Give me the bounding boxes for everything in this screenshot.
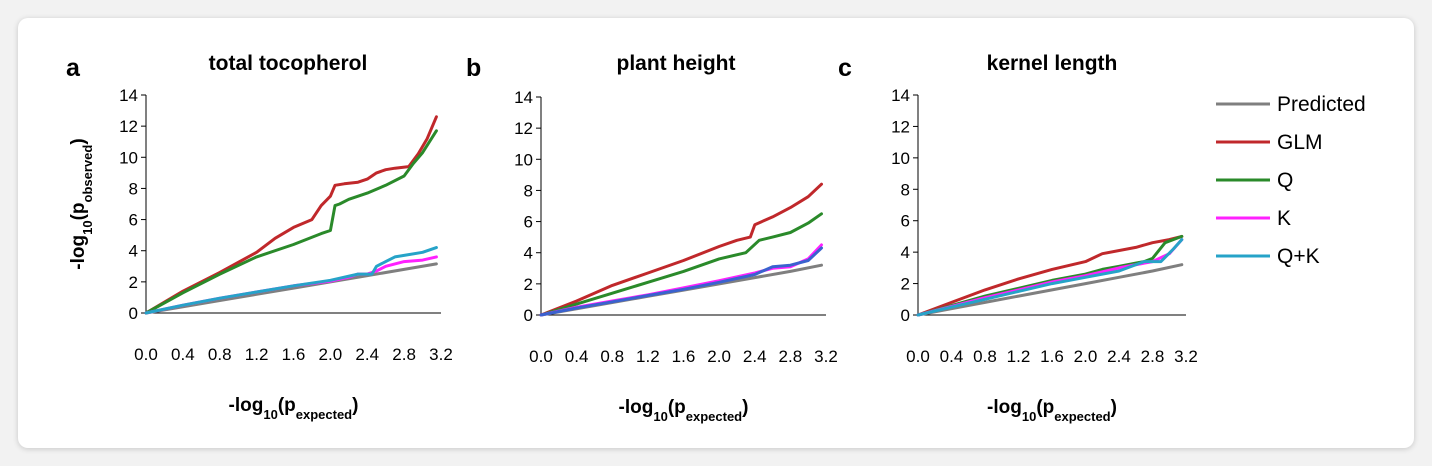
x-tick-label: 2.0 bbox=[707, 347, 731, 366]
series-line-predicted bbox=[144, 262, 438, 315]
y-tick-label: 14 bbox=[514, 88, 533, 107]
series-line-q bbox=[916, 234, 1184, 317]
x-tick-label: 1.2 bbox=[245, 345, 269, 364]
legend-label-k: K bbox=[1277, 207, 1291, 230]
x-tick-label: 0.4 bbox=[565, 347, 589, 366]
y-tick-label: 0 bbox=[901, 306, 910, 325]
y-tick-label: 8 bbox=[901, 180, 910, 199]
x-axis-label: -log10(pexpected) bbox=[987, 397, 1117, 424]
y-tick-label: 6 bbox=[524, 213, 533, 232]
series-line-glm bbox=[144, 115, 438, 315]
x-tick-label: 3.2 bbox=[1174, 347, 1198, 366]
x-tick-label: 0.8 bbox=[600, 347, 624, 366]
figure-card: a total tocopherol 0 2 4 6 8 10 12 14 0.0 0.4 0.8 1.2… bbox=[18, 18, 1414, 448]
y-tick-label: 8 bbox=[129, 179, 138, 198]
panel-c: c kernel length 0 2 4 6 8 10 12 14 0.0 0.4 0.8 1.2 1.6… bbox=[838, 52, 1198, 424]
x-tick-label: 1.6 bbox=[282, 345, 306, 364]
x-tick-label: 2.4 bbox=[1107, 347, 1131, 366]
series-line-k bbox=[539, 243, 823, 317]
x-tick-label: 2.8 bbox=[779, 347, 803, 366]
series-line-q-plus-k bbox=[144, 246, 438, 315]
y-tick-label: 2 bbox=[524, 275, 533, 294]
panel-title: kernel length bbox=[987, 52, 1118, 75]
x-tick-label: 2.0 bbox=[1074, 347, 1098, 366]
y-tick-label: 6 bbox=[129, 211, 138, 230]
panel-title: plant height bbox=[617, 52, 736, 75]
x-tick-label: 1.6 bbox=[1040, 347, 1064, 366]
series-line-k bbox=[916, 238, 1184, 317]
y-tick-label: 12 bbox=[514, 119, 533, 138]
y-tick-label: 2 bbox=[901, 275, 910, 294]
y-tick-label: 6 bbox=[901, 212, 910, 231]
qq-plot-figure: a total tocopherol 0 2 4 6 8 10 12 14 0.0 0.4 0.8 1.2… bbox=[66, 52, 1366, 424]
x-tick-label: 0.4 bbox=[171, 345, 195, 364]
y-tick-label: 0 bbox=[524, 306, 533, 325]
series-line-predicted bbox=[916, 263, 1184, 317]
y-tick-label: 10 bbox=[514, 150, 533, 169]
y-tick-label: 0 bbox=[129, 304, 138, 323]
panel-letter: c bbox=[838, 54, 852, 82]
x-tick-label: 3.2 bbox=[429, 345, 453, 364]
y-tick-label: 4 bbox=[901, 243, 910, 262]
y-axis-label: -log10(pobserved) bbox=[68, 138, 95, 269]
series-line-q-plus-k bbox=[916, 238, 1184, 317]
series-line-glm bbox=[916, 234, 1184, 317]
y-tick-label: 12 bbox=[891, 117, 910, 136]
x-tick-label: 0.4 bbox=[940, 347, 964, 366]
series-line-glm bbox=[539, 182, 823, 317]
x-tick-label: 2.8 bbox=[392, 345, 416, 364]
legend-label-predicted: Predicted bbox=[1277, 93, 1366, 116]
x-tick-label: 2.4 bbox=[743, 347, 767, 366]
legend-label-q-plus-k: Q+K bbox=[1277, 245, 1320, 268]
y-tick-label: 14 bbox=[891, 86, 910, 105]
y-tick-label: 12 bbox=[119, 117, 138, 136]
x-tick-label: 1.6 bbox=[672, 347, 696, 366]
x-tick-label: 3.2 bbox=[814, 347, 838, 366]
series-line-q-plus-k bbox=[539, 246, 823, 317]
y-tick-label: 14 bbox=[119, 86, 138, 105]
panel-letter: a bbox=[66, 54, 81, 82]
x-tick-label: 0.8 bbox=[208, 345, 232, 364]
y-tick-label: 8 bbox=[524, 181, 533, 200]
series-line-q bbox=[539, 212, 823, 317]
panel-a: a total tocopherol 0 2 4 6 8 10 12 14 0.0 0.4 0.8 1.2… bbox=[66, 52, 453, 422]
y-tick-label: 10 bbox=[119, 148, 138, 167]
x-tick-label: 0.0 bbox=[906, 347, 930, 366]
x-tick-label: 0.0 bbox=[529, 347, 553, 366]
x-tick-label: 0.0 bbox=[134, 345, 158, 364]
series-line-q bbox=[144, 129, 438, 315]
x-tick-label: 2.8 bbox=[1141, 347, 1165, 366]
legend-label-q: Q bbox=[1277, 169, 1293, 192]
x-axis-label: -log10(pexpected) bbox=[229, 395, 359, 422]
y-tick-label: 2 bbox=[129, 273, 138, 292]
y-tick-label: 4 bbox=[129, 242, 138, 261]
x-tick-label: 0.8 bbox=[973, 347, 997, 366]
y-tick-label: 10 bbox=[891, 149, 910, 168]
legend: Predicted GLM QK Q+K bbox=[1216, 93, 1366, 268]
panel-title: total tocopherol bbox=[209, 52, 368, 75]
panel-b: b plant height 0 2 4 6 8 10 12 14 0.0 0.4 0.8 1.2 1.6 2… bbox=[466, 52, 838, 424]
x-tick-label: 1.2 bbox=[636, 347, 660, 366]
x-tick-label: 1.2 bbox=[1007, 347, 1031, 366]
y-tick-label: 4 bbox=[524, 244, 533, 263]
x-tick-label: 2.4 bbox=[355, 345, 379, 364]
panel-letter: b bbox=[466, 54, 481, 82]
x-axis-label: -log10(pexpected) bbox=[619, 397, 749, 424]
x-tick-label: 2.0 bbox=[319, 345, 343, 364]
legend-label-glm: GLM bbox=[1277, 131, 1323, 154]
